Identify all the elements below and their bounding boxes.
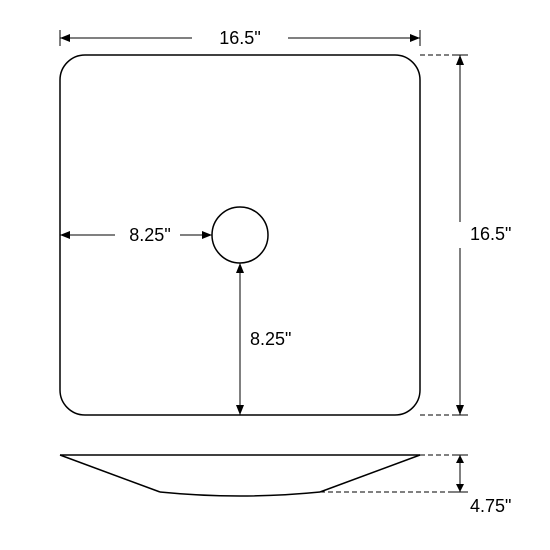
dim-top-width-label: 16.5" [219, 28, 260, 48]
center-hole [212, 207, 268, 263]
dim-depth-label: 4.75" [470, 496, 511, 516]
dim-half-y: 8.25" [236, 263, 291, 415]
side-right-slope [320, 455, 420, 492]
side-bottom-arc [160, 492, 320, 496]
dim-right-height-label: 16.5" [470, 224, 511, 244]
dim-depth: 4.75" [320, 455, 511, 516]
dim-half-y-label: 8.25" [250, 329, 291, 349]
dimension-drawing: 16.5" 16.5" 8.25" 8.25" [0, 0, 550, 550]
dim-right-height: 16.5" [420, 55, 511, 415]
dim-half-x-label: 8.25" [129, 225, 170, 245]
dim-half-x: 8.25" [60, 225, 212, 245]
side-view [60, 455, 420, 496]
side-left-slope [60, 455, 160, 492]
dim-top-width: 16.5" [60, 28, 420, 48]
